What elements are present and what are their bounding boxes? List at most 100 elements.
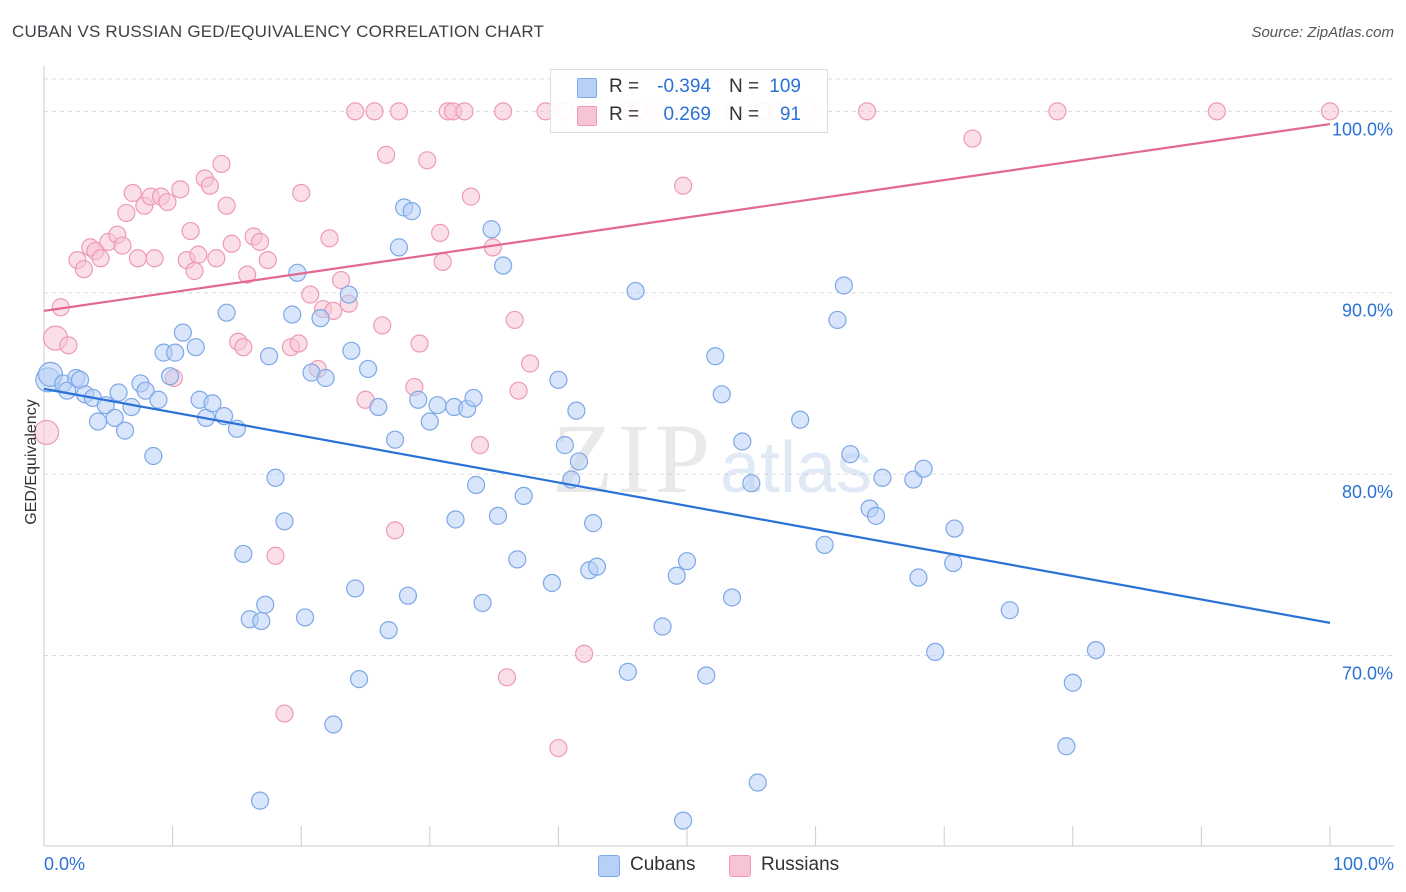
y-tick-label: 80.0% [1342,482,1393,502]
russian-point [113,236,132,255]
cuban-point [626,281,645,301]
y-tick-label: 90.0% [1342,301,1393,321]
series-legend: Cubans Russians [0,852,1406,878]
legend-r-label: R = [609,104,640,125]
cuban-point [88,412,108,431]
russian-point [266,546,285,565]
russian-point [470,436,490,455]
cuban-point [706,347,725,366]
cuban-point [584,514,603,533]
cuban-point [514,486,533,506]
legend-n-label: N = [729,76,760,97]
russian-point [494,102,513,121]
cuban-point [295,608,315,627]
russian-point [258,250,277,270]
russian-point [410,334,429,353]
russians-swatch [729,855,751,877]
russian-point [222,234,241,253]
russians-label: Russians [761,854,840,875]
cuban-point [567,401,586,420]
cuban-point [256,595,275,614]
cuban-point [834,276,853,295]
russian-point [250,232,270,252]
cuban-point [482,220,501,239]
cuban-point [926,642,945,662]
x-tick-label-max: 100.0% [1333,854,1394,874]
cuban-point [186,338,205,357]
x-tick-label-min: 0.0% [44,854,85,874]
cuban-point [1000,601,1019,620]
cuban-point [909,568,928,587]
cuban-point [549,370,568,389]
cuban-point [217,303,236,322]
cuban-point [542,573,562,593]
russian-point [185,261,204,281]
cubans-label: Cubans [630,854,696,875]
cuban-point [464,388,483,408]
russian-point [181,221,200,241]
cuban-point [173,323,192,342]
cuban-point [841,445,860,464]
russian-point [238,265,257,284]
cuban-point [259,347,279,366]
russian-point [430,223,450,242]
russian-point [1207,102,1226,121]
cuban-point [420,412,439,431]
cuban-point [283,305,302,324]
russian-point [1048,102,1067,121]
cuban-point [389,238,409,257]
cuban-point [791,410,810,429]
cuban-point [914,459,933,478]
russian-point [389,102,409,121]
cuban-point [369,397,388,417]
russian-point [575,644,594,663]
watermark: ZIP atlas [552,403,872,514]
cuban-point [428,396,447,415]
cuban-point [122,397,141,417]
cuban-point [105,408,124,428]
cuban-point [409,390,428,409]
chart-title: CUBAN VS RUSSIAN GED/EQUIVALENCY CORRELA… [12,22,545,41]
axis-layer [43,66,1394,847]
legend-r-value: 0.269 [663,104,711,125]
cuban-point [144,446,163,466]
cuban-point [508,550,527,569]
cuban-point [587,557,607,576]
russian-point [59,336,78,355]
russian-point [189,245,208,264]
cuban-point [234,544,253,564]
cuban-point [677,552,697,571]
cuban-point [1057,737,1076,756]
russian-point [292,183,311,203]
cuban-point [697,666,716,685]
russian-point [289,334,308,353]
russian-point [320,229,339,248]
cuban-point [166,343,185,362]
cuban-point [275,512,294,531]
russian-point [128,249,147,268]
cuban-point [346,579,365,598]
russian-point [376,145,396,164]
cuban-point [316,368,335,388]
cuban-point [250,791,270,810]
russian-point [275,704,294,723]
y-axis-title: GED/Equivalency [23,399,40,524]
russian-point [373,316,392,335]
cuban-point [398,586,418,605]
cuban-point [385,430,405,449]
legend-r-value: -0.394 [657,76,711,97]
russian-point [549,738,568,758]
cuban-point [446,510,465,529]
russian-point [433,252,452,272]
cuban-point [555,436,574,455]
russian-point [33,419,60,446]
cuban-point [311,309,330,328]
russian-point [497,668,517,687]
russian-point [74,260,93,279]
cuban-point [1086,640,1106,660]
cuban-point [866,506,886,525]
cuban-point [653,617,672,636]
cuban-point [488,506,508,525]
cuban-point [733,432,752,451]
